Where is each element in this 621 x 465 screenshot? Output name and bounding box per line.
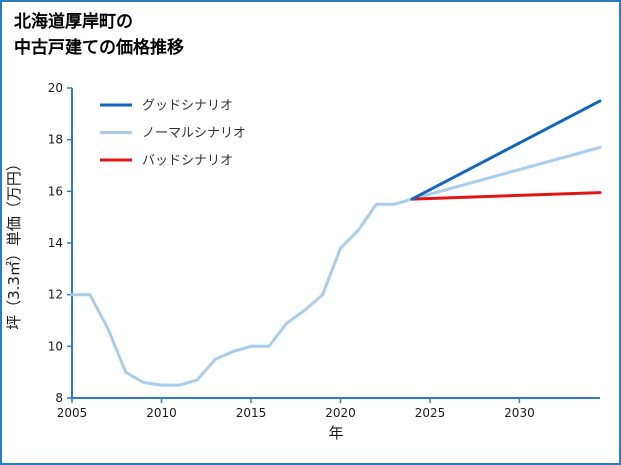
x-tick-label: 2005 [57,406,88,420]
chart-title-line2: 中古戸建ての価格推移 [14,37,184,58]
y-tick-label: 18 [48,133,63,147]
series-line-good-scenario [410,99,602,201]
x-tick-label: 2025 [415,406,446,420]
series-line-normal-scenario [70,145,602,387]
y-axis-label: 坪（3.3㎡）単価（万円） [5,156,23,330]
chart-title-line1: 北海道厚岸町の [14,12,133,32]
legend-label-good-scenario: グッドシナリオ [142,99,233,114]
y-tick-label: 10 [48,339,63,353]
chart-title: 北海道厚岸町の 中古戸建ての価格推移 [14,10,184,61]
legend-item-good-scenario: グッドシナリオ [100,99,233,114]
x-tick-label: 2015 [236,406,267,420]
x-axis-label: 年 [328,424,343,442]
y-tick-label: 12 [48,288,63,302]
y-tick-label: 20 [48,81,63,95]
y-tick-label: 14 [48,236,63,250]
legend-item-normal-scenario: ノーマルシナリオ [100,126,246,141]
y-tick-label: 8 [55,391,63,405]
legend-label-normal-scenario: ノーマルシナリオ [142,126,246,141]
x-tick-label: 2030 [504,406,535,420]
y-tick-label: 16 [48,184,63,198]
legend-item-bad-scenario: バッドシナリオ [100,154,233,169]
x-tick-label: 2020 [325,406,356,420]
series-line-bad-scenario [410,191,602,201]
legend-label-bad-scenario: バッドシナリオ [142,154,233,169]
x-tick-label: 2010 [146,406,177,420]
